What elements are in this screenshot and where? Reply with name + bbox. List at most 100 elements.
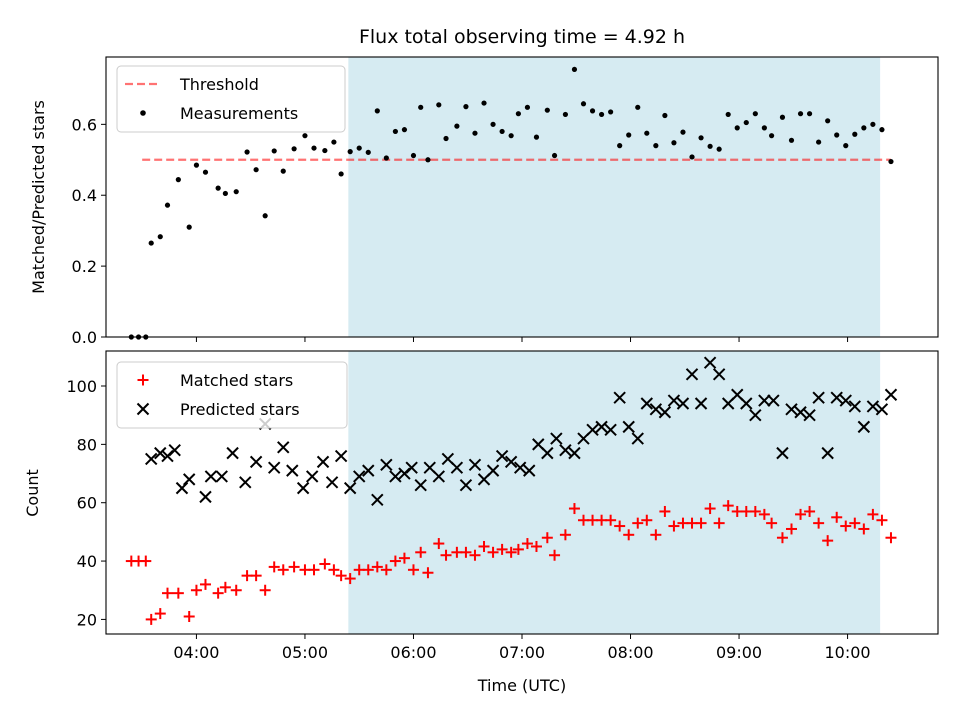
measurement-point-32 xyxy=(418,104,424,110)
measurement-point-58 xyxy=(653,143,659,149)
matched-point-45 xyxy=(530,540,542,552)
predicted-point-76 xyxy=(839,394,852,407)
predicted-point-50 xyxy=(604,423,617,436)
predicted-point-3 xyxy=(168,443,181,457)
predicted-point-24 xyxy=(371,493,384,507)
matched-point-30 xyxy=(398,552,410,564)
measurement-point-37 xyxy=(463,104,469,110)
predicted-point-13 xyxy=(268,461,281,474)
measurement-point-10 xyxy=(215,185,221,191)
measurement-point-17 xyxy=(280,168,286,174)
matched-point-63 xyxy=(695,517,707,529)
top-highlight-span xyxy=(348,57,881,337)
bottom-plot-frame xyxy=(105,350,939,635)
measurement-point-54 xyxy=(617,143,623,149)
predicted-point-38 xyxy=(495,449,509,463)
predicted-point-79 xyxy=(866,400,880,413)
measurement-point-82 xyxy=(870,121,876,127)
measurement-point-84 xyxy=(888,158,894,165)
matched-point-46 xyxy=(541,532,553,544)
matched-point-18 xyxy=(288,561,300,573)
predicted-point-8 xyxy=(215,470,228,483)
top-y-axis-label: Matched/Predicted stars xyxy=(29,100,48,294)
measurement-point-47 xyxy=(551,152,558,159)
bottom-series-group xyxy=(125,356,898,625)
measurement-point-26 xyxy=(365,149,371,155)
predicted-point-20 xyxy=(334,449,348,463)
measurement-point-41 xyxy=(499,128,505,135)
matched-point-33 xyxy=(422,567,434,579)
chart-title: Flux total observing time = 4.92 h xyxy=(359,26,685,48)
predicted-point-11 xyxy=(249,455,263,469)
measurement-point-80 xyxy=(852,131,858,137)
matched-point-31 xyxy=(407,564,419,576)
predicted-point-43 xyxy=(541,446,554,460)
predicted-point-72 xyxy=(803,408,816,422)
top-series-group xyxy=(128,66,894,340)
matched-point-26 xyxy=(362,564,374,576)
matched-point-24 xyxy=(344,573,356,585)
measurement-point-36 xyxy=(454,123,460,129)
matched-point-28 xyxy=(380,564,392,576)
bottom-y-tick-label-0: 20 xyxy=(77,610,97,629)
matched-point-76 xyxy=(813,517,825,529)
matched-point-66 xyxy=(722,500,734,512)
predicted-point-78 xyxy=(857,420,871,434)
matched-point-41 xyxy=(496,543,508,555)
bottom-legend-swatch-1 xyxy=(136,402,150,416)
predicted-point-41 xyxy=(523,464,536,477)
matched-point-42 xyxy=(505,546,517,558)
top-legend-box xyxy=(116,65,346,133)
measurement-point-12 xyxy=(233,189,239,195)
top-y-tick-label-0: 0.0 xyxy=(72,328,97,347)
measurement-point-51 xyxy=(589,108,596,114)
predicted-point-17 xyxy=(305,470,319,483)
predicted-point-44 xyxy=(550,432,563,445)
matched-point-8 xyxy=(190,584,202,596)
x-tick-label-3: 07:00 xyxy=(499,643,545,662)
bottom-y-ticks: 20 40 60 80 100 xyxy=(66,377,106,629)
matched-point-48 xyxy=(559,529,571,541)
measurement-point-78 xyxy=(834,132,840,138)
measurement-point-20 xyxy=(311,145,317,151)
predicted-point-33 xyxy=(450,461,464,474)
predicted-point-25 xyxy=(380,458,393,471)
predicted-point-75 xyxy=(830,391,843,404)
x-tick-label-1: 05:00 xyxy=(282,643,328,662)
matched-point-22 xyxy=(328,564,340,576)
top-y-tick-label-3: 0.6 xyxy=(72,115,97,134)
measurement-point-67 xyxy=(734,125,740,131)
measurement-point-18 xyxy=(291,146,297,152)
x-tick-label-6: 10:00 xyxy=(825,643,871,662)
predicted-point-77 xyxy=(848,400,862,413)
predicted-point-34 xyxy=(459,478,473,492)
matched-point-10 xyxy=(212,587,224,599)
top-y-tick-label-1: 0.2 xyxy=(72,257,97,276)
top-legend-swatch-1 xyxy=(140,110,146,116)
predicted-point-4 xyxy=(175,481,189,495)
predicted-point-16 xyxy=(296,481,310,495)
matched-point-80 xyxy=(849,517,861,529)
predicted-point-51 xyxy=(613,391,626,404)
matched-point-69 xyxy=(749,505,761,517)
predicted-point-37 xyxy=(486,464,500,477)
matched-point-27 xyxy=(371,561,383,573)
matched-point-21 xyxy=(319,558,331,570)
measurement-point-38 xyxy=(472,130,478,136)
measurement-point-5 xyxy=(164,202,171,208)
matched-point-72 xyxy=(776,532,788,544)
predicted-point-54 xyxy=(640,397,654,410)
measurement-point-64 xyxy=(707,143,713,149)
measurement-point-46 xyxy=(544,107,550,113)
predicted-point-1 xyxy=(154,446,167,460)
measurement-point-28 xyxy=(383,155,389,161)
measurement-point-68 xyxy=(743,119,749,126)
measurement-point-27 xyxy=(374,108,380,114)
matched-point-59 xyxy=(659,505,671,517)
measurement-point-75 xyxy=(806,111,813,117)
measurement-point-3 xyxy=(148,240,154,246)
bottom-legend-label-0: Matched stars xyxy=(180,371,293,390)
predicted-point-58 xyxy=(676,397,690,410)
matched-point-34 xyxy=(433,538,445,550)
predicted-point-0 xyxy=(145,452,158,466)
